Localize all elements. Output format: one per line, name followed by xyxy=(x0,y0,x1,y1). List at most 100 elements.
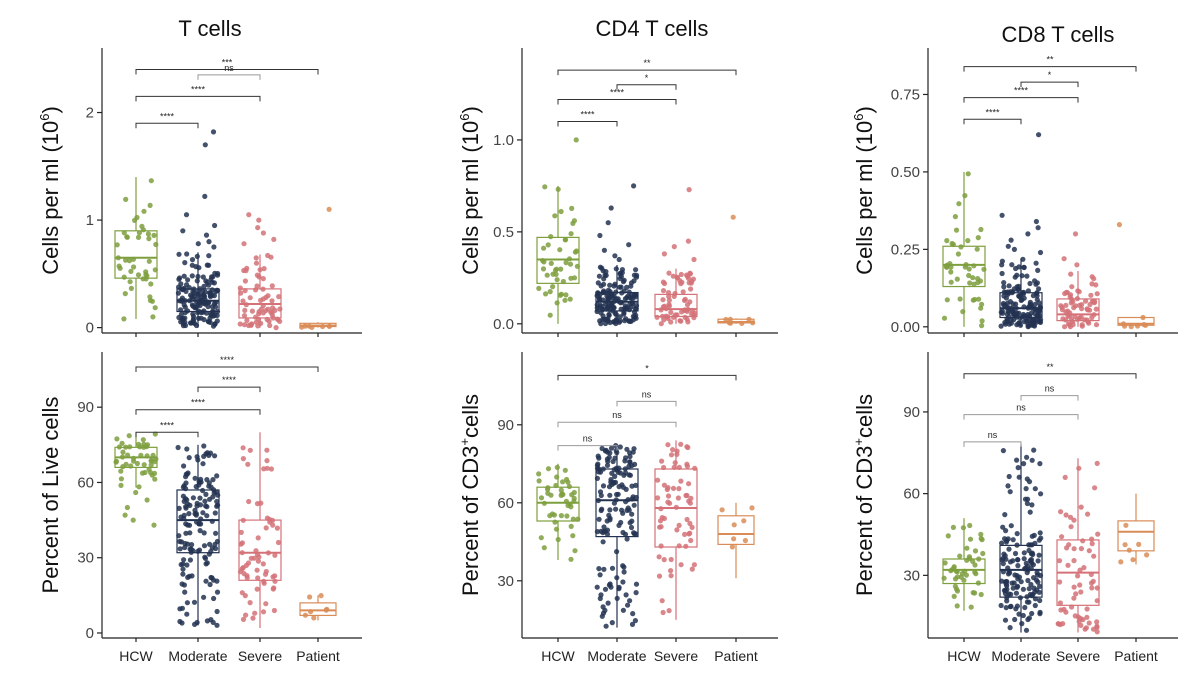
data-point xyxy=(1024,476,1030,482)
data-point xyxy=(182,309,188,316)
data-point xyxy=(1026,615,1032,621)
data-point xyxy=(558,513,565,519)
box-hcw xyxy=(114,177,159,322)
data-point xyxy=(952,214,959,220)
data-point xyxy=(1002,511,1008,518)
data-point xyxy=(622,458,628,464)
data-point xyxy=(656,554,662,560)
data-point xyxy=(185,541,191,547)
data-point xyxy=(981,266,987,272)
data-point xyxy=(559,491,565,497)
data-point xyxy=(203,232,210,238)
data-point xyxy=(237,321,243,327)
data-point xyxy=(180,228,186,234)
data-point xyxy=(951,565,957,571)
data-point xyxy=(198,516,204,522)
significance-label: ** xyxy=(1046,55,1054,65)
box-severe xyxy=(1055,458,1101,635)
data-point xyxy=(240,517,246,523)
data-point xyxy=(730,214,736,220)
data-point xyxy=(186,510,192,517)
box-severe xyxy=(654,440,698,620)
data-point xyxy=(1088,580,1095,586)
data-point xyxy=(1011,311,1017,317)
data-point xyxy=(962,193,968,199)
data-point xyxy=(1002,590,1009,597)
data-point xyxy=(597,264,604,270)
data-point xyxy=(633,590,639,596)
data-point xyxy=(190,495,196,501)
panel-4: 0 30 60 90 HCW Moderate Severe Patient Percent o… xyxy=(38,352,362,664)
data-point xyxy=(599,613,605,619)
data-point xyxy=(1074,262,1080,268)
significance-label: **** xyxy=(610,87,625,97)
data-point xyxy=(689,524,695,531)
data-point xyxy=(265,550,271,556)
data-point xyxy=(1031,532,1037,539)
data-point xyxy=(1002,553,1008,559)
x-tick-label-patient: Patient xyxy=(714,648,758,664)
data-point xyxy=(659,458,665,464)
data-point xyxy=(201,543,208,549)
data-point xyxy=(299,324,305,330)
data-point xyxy=(632,618,639,624)
data-point xyxy=(627,294,633,300)
data-point xyxy=(1021,304,1027,310)
data-point xyxy=(180,566,186,572)
data-point xyxy=(564,513,570,519)
data-point xyxy=(566,483,573,490)
data-point xyxy=(665,290,672,296)
data-point xyxy=(245,461,251,467)
data-point xyxy=(624,284,630,290)
bracket-line xyxy=(963,118,1022,125)
data-point xyxy=(203,491,209,497)
significance-label: **** xyxy=(191,84,206,94)
data-point xyxy=(691,562,698,568)
x-tick-label-hcw: HCW xyxy=(541,648,575,664)
data-point xyxy=(626,289,632,295)
data-point xyxy=(629,496,635,502)
data-point xyxy=(547,289,553,295)
data-point xyxy=(195,457,201,463)
data-point xyxy=(1007,570,1013,576)
data-point xyxy=(201,530,207,536)
data-point xyxy=(950,241,957,248)
data-point xyxy=(558,208,564,215)
data-point xyxy=(255,558,261,564)
data-point xyxy=(948,279,954,285)
significance-bracket: ** xyxy=(963,362,1137,379)
data-point xyxy=(953,227,960,233)
data-point xyxy=(1062,324,1068,330)
data-point xyxy=(1091,276,1097,282)
data-point xyxy=(1060,316,1066,322)
data-point xyxy=(184,562,190,568)
data-point xyxy=(948,269,954,275)
data-point xyxy=(685,238,692,244)
data-point xyxy=(128,268,134,274)
data-point xyxy=(205,319,211,325)
data-point xyxy=(541,245,547,251)
bracket-line xyxy=(557,98,677,105)
data-point xyxy=(1034,290,1040,296)
data-point xyxy=(563,260,569,266)
data-point xyxy=(621,311,627,317)
data-point xyxy=(1094,598,1100,604)
data-point xyxy=(554,464,560,470)
bracket-line xyxy=(557,421,677,428)
data-point xyxy=(116,263,122,269)
data-point xyxy=(573,137,579,143)
data-point xyxy=(1076,465,1082,471)
data-point xyxy=(1032,301,1038,307)
data-point xyxy=(1074,296,1080,302)
data-point xyxy=(118,482,124,488)
data-point xyxy=(152,305,158,311)
data-point xyxy=(607,515,613,521)
data-point xyxy=(202,554,208,560)
data-point xyxy=(600,539,606,545)
data-point xyxy=(672,460,678,466)
data-point xyxy=(541,500,548,506)
data-point xyxy=(191,599,198,605)
data-point xyxy=(151,522,157,528)
data-point xyxy=(190,311,196,317)
data-point xyxy=(678,441,684,447)
